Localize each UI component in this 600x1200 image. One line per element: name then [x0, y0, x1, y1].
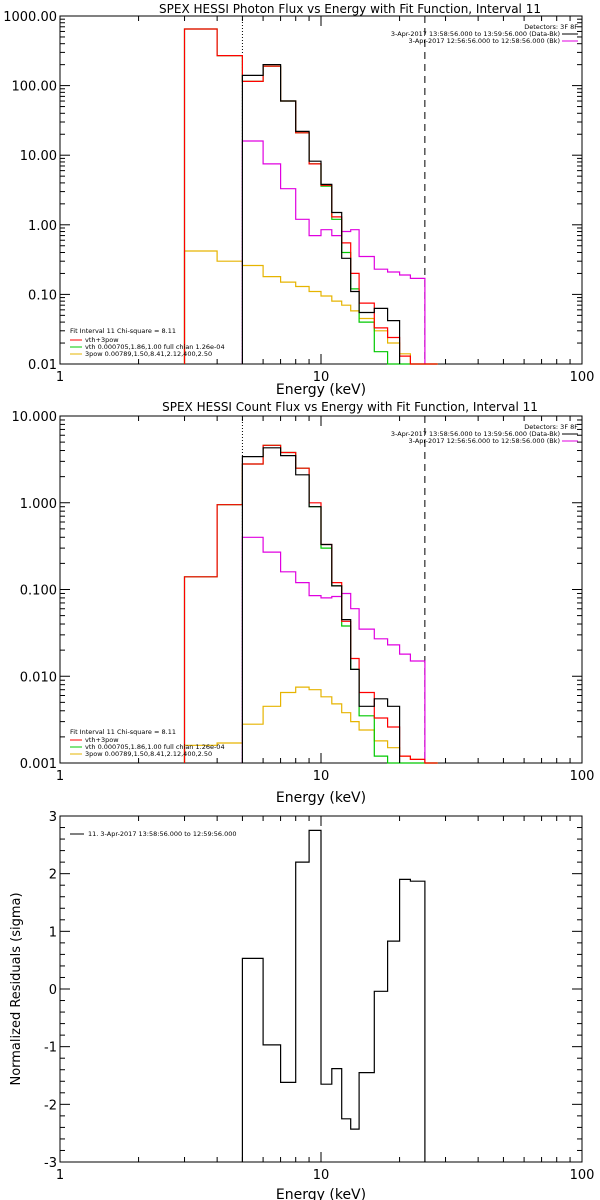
x-tick-label: 1: [56, 1168, 64, 1183]
count-legend-data-bk: 3-Apr-2017 13:58:56.000 to 13:59:56.000 …: [391, 430, 560, 438]
y-tick-label: 1.000: [20, 497, 57, 512]
count-legend-bottomleft: Fit Interval 11 Chi-square = 8.11 vth+3p…: [70, 728, 225, 758]
y-tick-label: 1.00: [28, 219, 57, 234]
photon-legend-3pow: 3pow 0.00789,1.50,8.41,2.12,400,2.50: [85, 350, 212, 358]
photon-legend-data-bk: 3-Apr-2017 13:58:56.000 to 13:59:56.000 …: [391, 30, 560, 38]
y-tick-label: 0.001: [20, 757, 57, 772]
count-plot-frame: [59, 415, 583, 764]
photon-x-axis-label: Energy (keV): [276, 382, 366, 398]
photon-legend-topright: Detectors: 3F 8F 3-Apr-2017 13:58:56.000…: [391, 23, 578, 45]
photon-series: [183, 28, 438, 365]
count-vlines: [241, 416, 426, 763]
photon-chart-title: SPEX HESSI Photon Flux vs Energy with Fi…: [159, 2, 541, 16]
y-tick-label: 2: [49, 868, 57, 883]
residuals-y-axis-label: Normalized Residuals (sigma): [9, 892, 24, 1085]
residuals-panel: 1 10 100 -3 -2 -1 0 1 2 3 11. 3-Apr-2017 13:58:56…: [9, 810, 594, 1200]
photon-legend-bottomleft: Fit Interval 11 Chi-square = 8.11 vth+3p…: [70, 327, 225, 358]
y-tick-label: 0.100: [20, 584, 57, 599]
x-tick-label: 1: [56, 370, 64, 385]
series-bk: [241, 140, 426, 364]
photon-legend-detectors: Detectors: 3F 8F: [524, 23, 578, 31]
residuals-x-axis-label: Energy (keV): [276, 1187, 366, 1200]
photon-axis-ticks: 1 10 100 0.01 0.10 1.00 10.00 100.00 1000.00: [3, 10, 594, 385]
count-legend-fit-interval: Fit Interval 11 Chi-square = 8.11: [70, 728, 176, 736]
x-tick-label: 10: [313, 1168, 330, 1183]
x-tick-label: 10: [313, 769, 330, 784]
count-x-axis-label: Energy (keV): [276, 790, 366, 806]
series-vth: [183, 28, 438, 365]
photon-legend-vth: vth 0.000705,1.86,1.00 full chian 1.26e-…: [85, 343, 225, 351]
series-bk: [241, 536, 426, 763]
series-data-bk: [241, 63, 401, 364]
residuals-legend-text: 11. 3-Apr-2017 13:58:56.000 to 12:59:56.…: [88, 830, 237, 838]
x-tick-label: 1: [56, 769, 64, 784]
y-tick-label: -1: [44, 1041, 57, 1056]
y-tick-label: -2: [44, 1098, 57, 1113]
y-tick-label: 1000.00: [3, 10, 57, 25]
photon-plot-frame: [59, 15, 583, 365]
count-series: [183, 444, 438, 764]
count-legend-topright: Detectors: 3F 8F 3-Apr-2017 13:58:56.000…: [391, 423, 578, 445]
count-legend-bk: 3-Apr-2017 12:56:56.000 to 12:58:56.000 …: [409, 437, 560, 445]
y-tick-label: 0: [49, 983, 57, 998]
series-residuals: [241, 829, 426, 1162]
x-tick-label: 100: [570, 769, 595, 784]
y-tick-label: -3: [44, 1156, 57, 1171]
y-tick-label: 100.00: [12, 80, 58, 95]
x-tick-label: 100: [570, 1168, 595, 1183]
y-tick-label: 0.01: [28, 358, 57, 373]
y-tick-label: 10.00: [20, 149, 57, 164]
count-legend-3pow: 3pow 0.00789,1.50,8.41,2.12,400,2.50: [85, 750, 212, 758]
photon-legend-bk: 3-Apr-2017 12:56:56.000 to 12:58:56.000 …: [409, 37, 560, 45]
y-tick-label: 1: [49, 925, 57, 940]
residuals-legend: 11. 3-Apr-2017 13:58:56.000 to 12:59:56.…: [70, 830, 237, 838]
x-tick-label: 100: [570, 370, 595, 385]
y-tick-label: 10.000: [12, 410, 58, 425]
count-legend-vth: vth 0.000705,1.86,1.00 full chian 1.26e-…: [85, 743, 225, 751]
count-axis-ticks: 1 10 100 0.001 0.010 0.100 1.000 10.000: [12, 410, 595, 784]
count-flux-panel: SPEX HESSI Count Flux vs Energy with Fit…: [12, 400, 595, 806]
y-tick-label: 3: [49, 810, 57, 825]
count-chart-title: SPEX HESSI Count Flux vs Energy with Fit…: [162, 400, 538, 414]
series-vth-3pow: [183, 28, 438, 365]
residuals-series: [241, 829, 426, 1162]
photon-legend-fit-interval: Fit Interval 11 Chi-square = 8.11: [70, 327, 176, 335]
series-data-bk: [241, 447, 401, 763]
count-legend-vth3pow: vth+3pow: [85, 736, 119, 744]
x-tick-label: 10: [313, 370, 330, 385]
residuals-axis-ticks: 1 10 100 -3 -2 -1 0 1 2 3: [44, 810, 594, 1183]
series-3pow: [183, 250, 438, 365]
photon-legend-vth3pow: vth+3pow: [85, 336, 119, 344]
photon-vlines: [241, 16, 426, 364]
count-legend-detectors: Detectors: 3F 8F: [524, 423, 578, 431]
y-tick-label: 0.10: [28, 288, 57, 303]
photon-flux-panel: SPEX HESSI Photon Flux vs Energy with Fi…: [3, 2, 594, 398]
y-tick-label: 0.010: [20, 670, 57, 685]
